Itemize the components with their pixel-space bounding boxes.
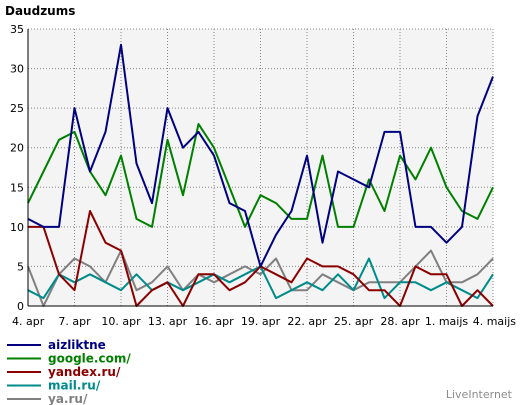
y-tick-label: 5 bbox=[17, 260, 24, 273]
x-tick-label: 19. apr bbox=[241, 315, 281, 328]
y-tick-label: 30 bbox=[10, 63, 24, 76]
x-tick-label: 4. maijs bbox=[473, 315, 517, 328]
x-tick-label: 16. apr bbox=[194, 315, 234, 328]
x-tick-label: 22. apr bbox=[287, 315, 327, 328]
x-tick-label: 25. apr bbox=[334, 315, 374, 328]
x-tick-label: 10. apr bbox=[101, 315, 141, 328]
legend-label: mail.ru/ bbox=[48, 379, 101, 393]
x-tick-label: 7. apr bbox=[58, 315, 91, 328]
y-tick-label: 25 bbox=[10, 102, 24, 115]
x-tick-labels: 4. apr 7. apr 10. apr 13. apr 16. apr 19. apr… bbox=[12, 315, 516, 328]
legend: aizliktnegoogle.com/yandex.ru/mail.ru/ya… bbox=[7, 338, 131, 405]
credit-text: LiveInternet bbox=[446, 388, 513, 401]
series-layer bbox=[27, 43, 494, 307]
legend-label: yandex.ru/ bbox=[48, 365, 121, 379]
x-tick-label: 28. apr bbox=[380, 315, 420, 328]
x-tick-label: 13. apr bbox=[148, 315, 188, 328]
series-line-google-com bbox=[27, 123, 494, 228]
y-tick-labels: 0 5 10 15 20 25 30 35 bbox=[10, 23, 24, 313]
y-tick-label: 35 bbox=[10, 23, 24, 36]
legend-label: aizliktne bbox=[48, 338, 106, 352]
y-tick-label: 15 bbox=[10, 181, 24, 194]
x-tick-label: 4. apr bbox=[12, 315, 45, 328]
x-tick-label: 1. maijs bbox=[425, 315, 469, 328]
legend-label: google.com/ bbox=[48, 352, 131, 366]
y-axis-title: Daudzums bbox=[5, 4, 75, 18]
y-tick-label: 20 bbox=[10, 142, 24, 155]
legend-label: ya.ru/ bbox=[48, 392, 88, 405]
y-tick-label: 10 bbox=[10, 221, 24, 234]
series-line-aizliktne bbox=[27, 43, 494, 268]
y-tick-label: 0 bbox=[17, 300, 24, 313]
